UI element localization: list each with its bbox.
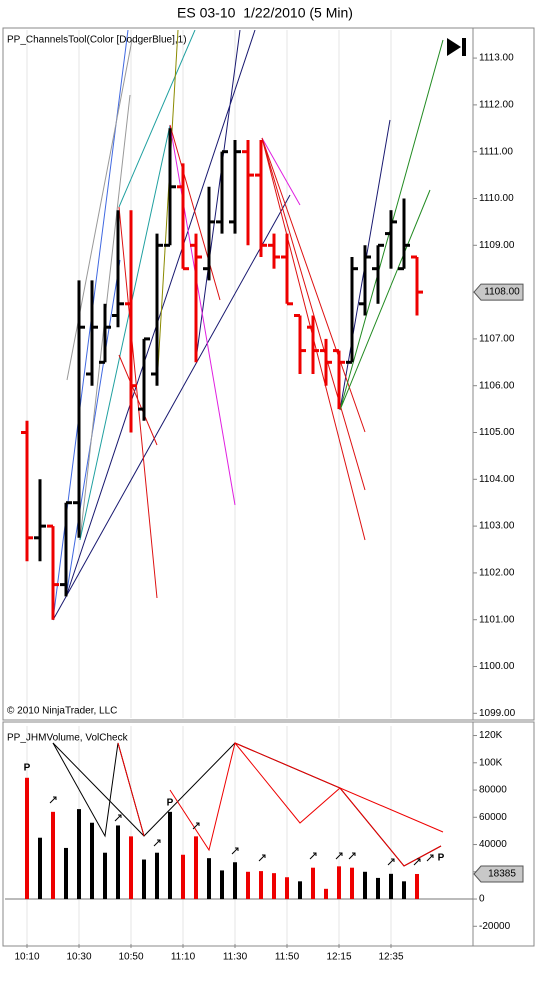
volume-bar [272,873,276,900]
x-tick-label: 12:35 [378,952,403,963]
volume-bar [207,858,211,900]
volume-bar [337,866,341,900]
volume-bar [246,871,250,900]
y-tick-label: 120K [479,730,503,741]
volume-bar [376,877,380,900]
volume-bar [311,867,315,900]
volume-bar [415,873,419,900]
x-tick-label: 10:30 [66,952,91,963]
y-tick-label: 1112.00 [479,100,514,111]
volume-bar [129,836,133,900]
last-value-marker [473,283,524,301]
channel-line [79,30,196,541]
y-tick-label: 1113.00 [479,53,514,64]
channel-line [169,124,301,506]
volume-bar [181,854,185,900]
x-tick-label: 11:50 [275,952,300,963]
volume-bar [285,877,289,900]
y-tick-label: 1107.00 [479,334,515,345]
play-icon[interactable] [447,38,466,56]
channel-line [156,30,179,386]
y-tick-label: 80000 [479,785,507,796]
pivot-marker: P [438,853,445,864]
volume-bar [389,873,393,900]
volume-bar [363,871,367,900]
y-tick-label: 100K [479,757,503,768]
pivot-marker: P [24,763,31,774]
last-value-label: 18385 [488,869,516,880]
pivot-marker: P [167,798,174,809]
play-triangle[interactable] [447,38,461,56]
play-bar[interactable] [462,38,466,56]
volume-bar [90,822,94,900]
arrow-icons [49,796,434,866]
volume-bar [51,811,55,900]
volume-bar [324,888,328,900]
volume-bar [220,870,224,900]
chart-title: ES 03-10 1/22/2010 (5 Min) [177,5,353,21]
x-tick-label: 10:50 [118,952,143,963]
y-tick-label: 1109.00 [479,240,515,251]
volume-bar [259,871,263,900]
y-tick-label: 1101.00 [479,614,515,625]
channel-line [52,30,391,621]
y-tick-label: 60000 [479,812,507,823]
y-tick-label: -20000 [479,921,511,932]
volume-bar [233,862,237,900]
volume-panel-frame [2,721,535,947]
y-tick-label: 1111.00 [479,146,513,157]
volume-bar [350,867,354,900]
volume-bar [142,859,146,900]
x-tick-label: 10:10 [14,952,39,963]
indicator-label: PP_ChannelsTool(Color [DodgerBlue],1) [7,35,187,46]
y-tick-label: 1110.00 [479,193,514,204]
y-tick-label: 1099.00 [479,708,516,719]
x-tick-label: 11:10 [171,952,196,963]
zigzag-line [117,741,442,867]
last-value-marker [473,865,524,883]
last-value-label: 1108.00 [484,287,520,298]
volume-bar [155,852,159,900]
volume-bar [116,825,120,900]
y-tick-label: 40000 [479,839,507,850]
y-tick-label: 1106.00 [479,380,515,391]
volume-bar [402,881,406,900]
y-tick-label: 1104.00 [479,474,515,485]
volume-bar [168,811,172,900]
volume-bar [25,777,29,900]
volume-bar [194,836,198,900]
y-tick-label: 0 [479,894,485,905]
volume-bar [103,852,107,900]
price-panel-frame [2,27,535,721]
zigzag-line [234,742,444,833]
y-tick-label: 1102.00 [479,568,515,579]
volume-bar [77,809,81,900]
y-tick-label: 1100.00 [479,661,515,672]
x-tick-label: 12:15 [326,952,351,963]
volume-bar [38,837,42,900]
indicator-label: PP_JHMVolume, VolCheck [7,733,129,744]
volume-bar [298,881,302,900]
x-tick-label: 11:30 [223,952,248,963]
copyright: © 2010 NinjaTrader, LLC [7,706,117,717]
y-tick-label: 1103.00 [479,521,515,532]
volume-bar [64,847,68,900]
channel-lines [52,30,444,621]
y-tick-label: 1105.00 [479,427,515,438]
volume-zigzag [49,741,444,867]
